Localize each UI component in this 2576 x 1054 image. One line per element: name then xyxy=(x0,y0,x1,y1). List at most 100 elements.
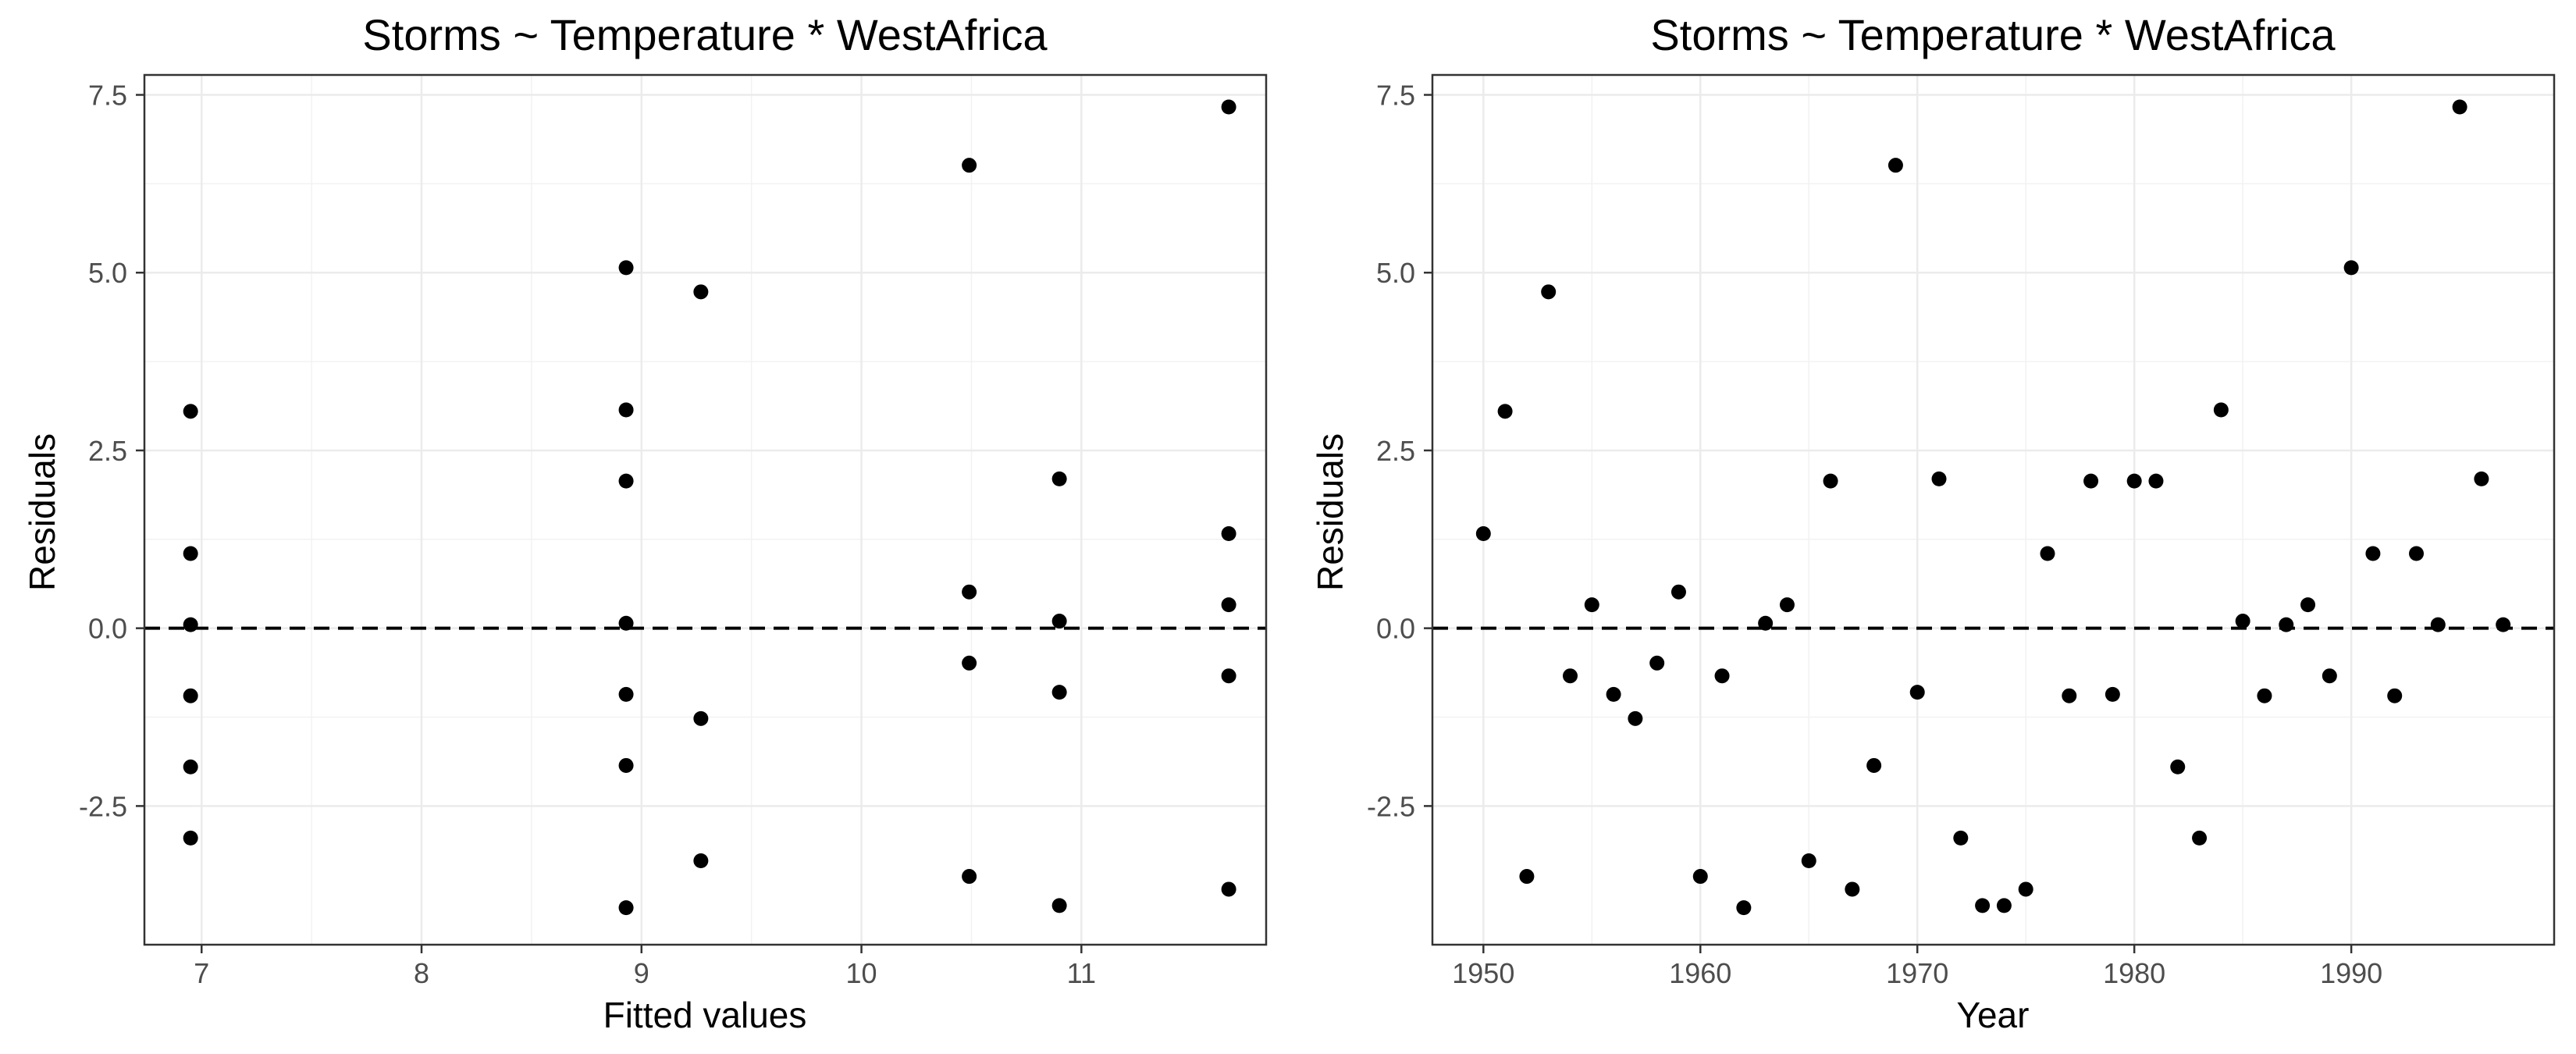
data-point xyxy=(2387,688,2403,703)
data-point xyxy=(183,759,198,774)
data-point xyxy=(1823,473,1838,489)
data-point xyxy=(1845,881,1860,897)
y-tick-label: 5.0 xyxy=(1376,257,1415,289)
y-tick-label: 2.5 xyxy=(1376,435,1415,467)
data-point xyxy=(1497,404,1513,419)
data-point xyxy=(2062,688,2077,703)
data-point xyxy=(2430,617,2446,632)
data-point xyxy=(962,584,977,600)
x-tick-label: 1950 xyxy=(1452,957,1514,989)
data-point xyxy=(1541,284,1557,300)
data-point xyxy=(1975,898,1991,913)
data-point xyxy=(2170,759,2186,774)
data-point xyxy=(693,710,709,726)
data-point xyxy=(1692,869,1708,885)
data-point xyxy=(1221,99,1236,115)
x-tick-label: 11 xyxy=(1067,957,1096,989)
data-point xyxy=(1649,655,1665,671)
data-point xyxy=(1866,757,1882,773)
data-point xyxy=(1996,898,2012,913)
data-point xyxy=(1051,614,1067,629)
y-tick-label: -2.5 xyxy=(1367,790,1415,822)
residuals-vs-year-panel: Storms ~ Temperature * WestAfrica Year R… xyxy=(1310,10,2556,1035)
panel-border xyxy=(1431,73,2556,946)
data-point xyxy=(1221,668,1236,684)
data-point xyxy=(2365,546,2381,561)
data-point xyxy=(962,158,977,173)
data-point xyxy=(183,404,198,419)
y-axis-title: Residuals xyxy=(22,433,62,591)
x-tick-label: 1960 xyxy=(1669,957,1731,989)
data-point xyxy=(2452,99,2467,115)
data-point xyxy=(183,688,198,703)
data-point xyxy=(1519,869,1535,885)
x-tick-label: 8 xyxy=(414,957,429,989)
data-point xyxy=(1051,471,1067,486)
x-axis-title: Year xyxy=(1957,995,2030,1035)
data-point xyxy=(2343,260,2359,276)
data-point xyxy=(1562,668,1578,684)
data-point xyxy=(2235,614,2250,629)
data-point xyxy=(2474,471,2489,486)
chart-title: Storms ~ Temperature * WestAfrica xyxy=(1650,10,2336,59)
data-point xyxy=(183,617,198,632)
data-point xyxy=(693,284,709,300)
chart-title: Storms ~ Temperature * WestAfrica xyxy=(362,10,1048,59)
data-point xyxy=(1221,526,1236,542)
x-tick-label: 1990 xyxy=(2320,957,2382,989)
data-point xyxy=(1758,615,1774,631)
data-point xyxy=(1736,900,1752,916)
data-point xyxy=(1909,685,1925,700)
y-tick-label: 5.0 xyxy=(88,257,127,289)
panel-border xyxy=(143,73,1268,946)
data-point xyxy=(1953,830,1969,846)
data-point xyxy=(2300,597,2316,613)
data-point xyxy=(1475,526,1491,542)
y-axis-title: Residuals xyxy=(1310,433,1350,591)
x-tick-label: 10 xyxy=(846,957,877,989)
data-point xyxy=(1888,158,1903,173)
data-point xyxy=(618,402,634,418)
data-point xyxy=(2018,881,2033,897)
y-tick-label: 0.0 xyxy=(88,613,127,645)
data-point xyxy=(1051,898,1067,913)
data-point xyxy=(1714,668,1730,684)
data-point xyxy=(618,757,634,773)
data-point xyxy=(1221,597,1236,613)
data-point xyxy=(2083,473,2099,489)
data-point xyxy=(618,615,634,631)
x-tick-label: 1980 xyxy=(2103,957,2165,989)
data-point xyxy=(693,853,709,869)
data-point xyxy=(1670,584,1686,600)
y-tick-label: 7.5 xyxy=(88,80,127,112)
y-tick-label: 2.5 xyxy=(88,435,127,467)
data-point xyxy=(1051,685,1067,700)
data-point xyxy=(1606,686,1621,702)
data-point xyxy=(2322,668,2337,684)
data-point xyxy=(2148,473,2164,489)
data-point xyxy=(1931,471,1947,486)
data-point xyxy=(618,473,634,489)
data-point xyxy=(2105,686,2120,702)
plot-background xyxy=(144,75,1266,945)
data-point xyxy=(1628,710,1643,726)
data-point xyxy=(183,546,198,561)
data-point xyxy=(2126,473,2142,489)
data-point xyxy=(2496,617,2511,632)
data-point xyxy=(618,900,634,916)
data-point xyxy=(2409,546,2425,561)
x-tick-label: 7 xyxy=(194,957,209,989)
y-tick-label: 7.5 xyxy=(1376,80,1415,112)
plot-background xyxy=(1432,75,2554,945)
x-axis-title: Fitted values xyxy=(603,995,807,1035)
data-point xyxy=(962,655,977,671)
data-point xyxy=(2040,546,2055,561)
data-point xyxy=(618,260,634,276)
data-point xyxy=(183,830,198,846)
residuals-vs-fitted-panel: Storms ~ Temperature * WestAfrica Fitted… xyxy=(22,10,1268,1035)
data-point xyxy=(618,686,634,702)
data-point xyxy=(2213,402,2229,418)
y-tick-label: -2.5 xyxy=(79,790,127,822)
x-tick-label: 9 xyxy=(634,957,649,989)
